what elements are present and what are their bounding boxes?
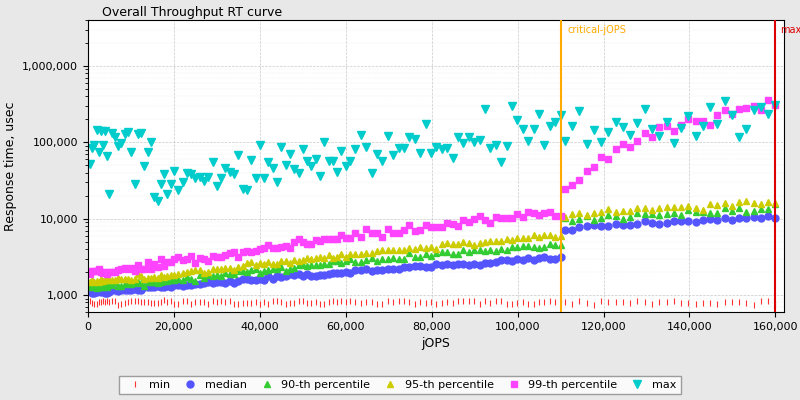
max <box>153 199 162 204</box>
99-th percentile <box>102 272 112 276</box>
95-th percentile <box>742 198 751 203</box>
99-th percentile <box>159 264 169 269</box>
median <box>86 288 95 293</box>
min <box>123 300 133 304</box>
median <box>298 274 308 278</box>
90-th percentile <box>92 285 102 290</box>
90-th percentile <box>98 285 108 290</box>
95-th percentile <box>94 280 103 284</box>
max <box>159 172 169 177</box>
median <box>763 214 773 218</box>
99-th percentile <box>86 271 95 276</box>
X-axis label: jOPS: jOPS <box>422 337 450 350</box>
Line: min: min <box>87 298 778 307</box>
median <box>159 285 169 290</box>
max <box>298 147 308 152</box>
95-th percentile <box>159 275 169 280</box>
95-th percentile <box>98 279 108 284</box>
max <box>346 159 355 164</box>
min <box>770 302 780 306</box>
Line: 90-th percentile: 90-th percentile <box>87 201 778 290</box>
Line: max: max <box>86 97 779 206</box>
99-th percentile <box>298 240 308 244</box>
90-th percentile <box>159 278 169 283</box>
max <box>770 103 780 108</box>
90-th percentile <box>770 202 780 206</box>
99-th percentile <box>770 103 780 108</box>
95-th percentile <box>770 200 780 205</box>
95-th percentile <box>298 257 308 262</box>
min <box>350 300 360 305</box>
99-th percentile <box>346 236 355 240</box>
max <box>96 128 106 133</box>
max <box>120 132 130 136</box>
Line: 99-th percentile: 99-th percentile <box>87 97 778 277</box>
Text: Overall Throughput RT curve: Overall Throughput RT curve <box>102 6 282 19</box>
max <box>102 153 112 158</box>
min <box>159 298 169 303</box>
99-th percentile <box>96 269 106 274</box>
median <box>346 270 355 275</box>
Text: max-jOP: max-jOP <box>780 25 800 35</box>
median <box>87 291 97 296</box>
min <box>114 302 123 307</box>
max <box>86 162 95 166</box>
99-th percentile <box>123 266 133 271</box>
95-th percentile <box>123 276 133 281</box>
90-th percentile <box>123 281 133 286</box>
Line: median: median <box>86 212 779 297</box>
max <box>720 99 730 104</box>
95-th percentile <box>105 277 114 282</box>
Text: critical-jOPS: critical-jOPS <box>567 25 626 35</box>
Line: 95-th percentile: 95-th percentile <box>87 198 778 285</box>
median <box>123 288 133 292</box>
median <box>105 290 114 294</box>
90-th percentile <box>105 282 114 287</box>
99-th percentile <box>763 97 773 102</box>
min <box>302 300 312 305</box>
90-th percentile <box>86 284 95 289</box>
Legend: min, median, 90-th percentile, 95-th percentile, 99-th percentile, max: min, median, 90-th percentile, 95-th per… <box>119 376 681 394</box>
99-th percentile <box>105 270 114 275</box>
median <box>770 216 780 220</box>
Y-axis label: Response time, usec: Response time, usec <box>4 101 17 231</box>
90-th percentile <box>763 207 773 212</box>
95-th percentile <box>346 251 355 256</box>
90-th percentile <box>346 257 355 262</box>
median <box>98 288 108 293</box>
min <box>162 299 172 304</box>
min <box>96 300 106 304</box>
95-th percentile <box>86 280 95 284</box>
min <box>102 299 112 304</box>
min <box>86 298 95 303</box>
